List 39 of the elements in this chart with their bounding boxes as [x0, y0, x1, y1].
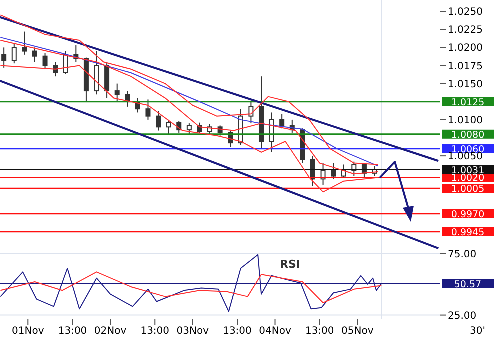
candlestick	[156, 110, 162, 132]
x-tick-label: 13:00	[223, 326, 252, 338]
y-tick-label: 1.0175	[448, 61, 483, 72]
annotation: RSI	[280, 258, 300, 271]
y-tick-label: 75.00	[448, 249, 477, 260]
candlestick	[166, 119, 172, 135]
ref-line-label: 1.0125	[451, 97, 485, 108]
candlestick	[42, 52, 48, 70]
x-tick-label: 03Nov	[176, 326, 210, 338]
candlestick	[186, 123, 192, 135]
ref-line-label: 0.9945	[451, 227, 485, 238]
text: 30'	[470, 326, 486, 337]
y-tick-label: 1.0100	[448, 115, 483, 126]
y-tick-label: 1.0225	[448, 25, 483, 36]
x-tick-label: 13:00	[140, 326, 170, 338]
candlestick	[12, 44, 17, 64]
ref-line-label: 1.0005	[451, 184, 485, 196]
candlestick	[280, 114, 285, 130]
x-tick-label: 13:00	[305, 326, 334, 338]
ref-line-label: 1.0020	[451, 173, 485, 184]
x-tick-label: 05Nov	[342, 326, 374, 338]
ref-line-label: 50.57	[454, 279, 482, 290]
ref-line-label: 0.9970	[451, 209, 485, 220]
x-tick-label: 13:00	[58, 326, 88, 338]
candlestick	[146, 99, 151, 120]
x-tick-label: 04Nov	[259, 326, 292, 338]
candlestick	[248, 101, 254, 124]
x-tick-label: 02Nov	[94, 326, 127, 338]
candlestick	[114, 83, 120, 102]
x-tick-label: 01Nov	[12, 326, 44, 338]
y-tick-label: 1.0200	[448, 43, 483, 54]
candlestick	[2, 47, 7, 68]
candlestick	[331, 162, 336, 180]
ref-line-label: 1.0080	[451, 130, 485, 141]
y-tick-label: 1.0250	[448, 7, 483, 18]
candlestick	[32, 47, 38, 63]
y-tick-label: 25.00	[448, 310, 477, 322]
candlestick	[22, 31, 28, 56]
y-tick-label: 1.0150	[448, 79, 483, 90]
